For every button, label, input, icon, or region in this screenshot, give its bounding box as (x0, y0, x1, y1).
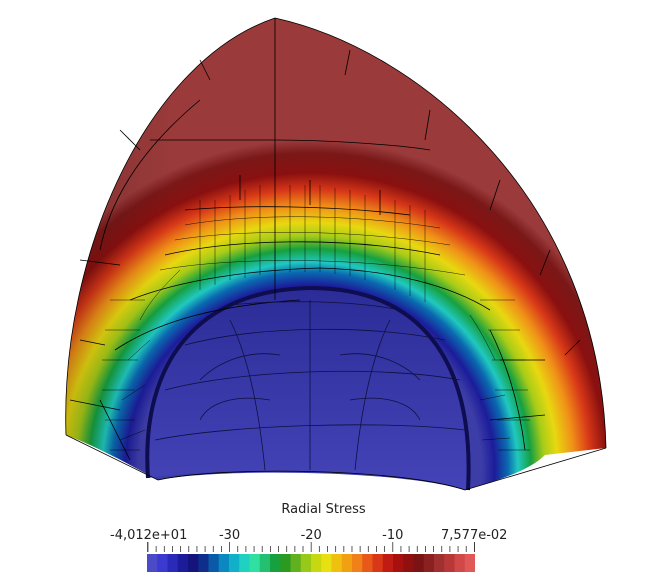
colorbar (147, 542, 475, 572)
colorbar-swatch (311, 554, 322, 572)
colorbar-swatch (290, 554, 302, 572)
colorbar-swatch (413, 554, 425, 572)
colorbar-swatch (300, 554, 312, 572)
colorbar-swatch (167, 554, 179, 572)
colorbar-min-label: -4,012e+01 (110, 528, 188, 543)
colorbar-swatch (229, 554, 240, 572)
colorbar-swatch (464, 554, 475, 572)
colorbar-swatch (331, 554, 343, 572)
colorbar-max-label: 7,577e-02 (441, 528, 508, 543)
colorbar-swatch (403, 554, 414, 572)
inner-core (147, 288, 469, 490)
colorbar-swatch (434, 554, 445, 572)
colorbar-tick-label: -30 (218, 528, 241, 543)
colorbar-swatch (188, 554, 199, 572)
colorbar-swatch (341, 554, 353, 572)
colorbar-swatch (444, 554, 455, 572)
colorbar-swatch (218, 554, 230, 572)
colorbar-swatch (321, 554, 332, 572)
refined-mesh (102, 185, 530, 451)
colorbar-swatch (157, 554, 168, 572)
colorbar-tick-label: -20 (300, 528, 322, 543)
colorbar-swatch (393, 554, 404, 572)
colorbar-swatch (280, 554, 291, 572)
colorbar-swatch (177, 554, 189, 572)
colorbar-tick-label: -10 (382, 528, 404, 543)
core-mesh (154, 300, 466, 471)
colorbar-swatch (454, 554, 466, 572)
colorbar-swatch (423, 554, 435, 572)
legend-title: Radial Stress (281, 502, 366, 517)
colorbar-swatch (270, 554, 281, 572)
mesh-lines (65, 17, 607, 491)
colorbar-swatch (362, 554, 373, 572)
colorbar-swatch (249, 554, 261, 572)
render-viewport[interactable] (0, 0, 647, 500)
colorbar-swatch (198, 554, 209, 572)
colorbar-swatch (382, 554, 394, 572)
colorbar-swatch (239, 554, 250, 572)
colorbar-swatch (259, 554, 271, 572)
colorbar-swatch (208, 554, 220, 572)
colorbar-swatch (372, 554, 384, 572)
radial-stress-render (65, 17, 607, 491)
colorbar-swatch (352, 554, 363, 572)
colorbar-swatch (147, 554, 158, 572)
